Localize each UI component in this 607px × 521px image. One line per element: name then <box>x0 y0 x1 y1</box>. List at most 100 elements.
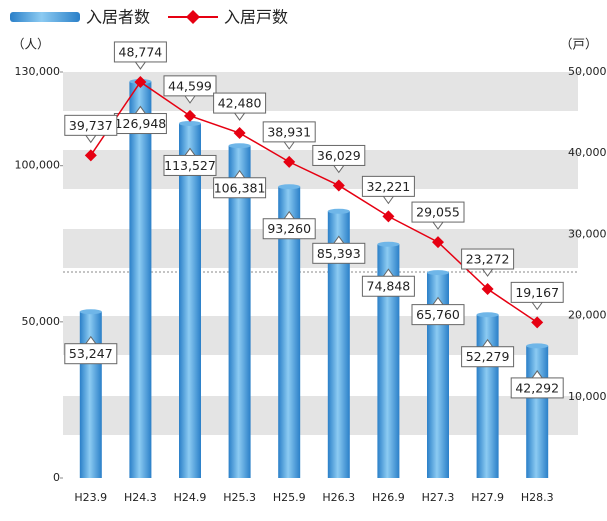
callout-box <box>361 175 415 197</box>
callout-box <box>411 201 465 223</box>
callout-box <box>312 242 366 264</box>
y2-tick-label: 10,000 <box>568 390 607 403</box>
value-label: 53,247 <box>69 346 113 361</box>
callout-box <box>113 41 167 63</box>
bar <box>278 186 301 478</box>
x-tick-label: H25.3 <box>223 491 256 504</box>
value-label: 38,931 <box>267 124 311 139</box>
callout-pointer <box>333 235 345 244</box>
callout-pointer <box>283 210 295 220</box>
bar <box>179 123 201 479</box>
marker <box>283 155 296 168</box>
callout-pointer <box>432 296 444 305</box>
y2-axis-label: （戸） <box>560 37 598 52</box>
y2-tick-label: 30,000 <box>568 227 607 240</box>
y2-tick-label: 50,000 <box>568 65 607 78</box>
bar <box>377 244 400 478</box>
x-tick-label: H23.9 <box>74 491 107 504</box>
callout-pointer <box>432 221 444 230</box>
legend-marker <box>186 10 200 24</box>
x-tick-label: H24.9 <box>174 491 207 504</box>
callout-box <box>510 281 564 303</box>
callout-pointer <box>85 335 97 344</box>
callout-box <box>213 177 267 199</box>
y-tick-label: 0 <box>53 471 60 484</box>
value-label: 52,279 <box>466 349 510 364</box>
value-label: 106,381 <box>214 180 266 195</box>
callout-pointer <box>85 135 97 144</box>
value-label: 113,527 <box>164 158 216 173</box>
legend-label: 入居者数 <box>86 8 150 27</box>
value-label: 39,737 <box>69 118 113 133</box>
x-tick-label: H26.9 <box>372 491 405 504</box>
bar <box>526 345 549 478</box>
callout-pointer <box>333 165 345 174</box>
marker <box>332 179 345 192</box>
callout-pointer <box>531 302 543 311</box>
bar-cap <box>327 208 350 214</box>
callout-pointer <box>234 112 246 121</box>
y2-tick-label: 40,000 <box>568 146 607 159</box>
callout-box <box>510 377 564 399</box>
marker <box>481 283 494 296</box>
y-tick-label: 50,000 <box>22 315 61 328</box>
value-label: 36,029 <box>317 148 361 163</box>
x-tick-label: H27.3 <box>422 491 455 504</box>
bar-cap <box>526 343 549 349</box>
marker <box>382 210 395 223</box>
value-label: 44,599 <box>168 78 212 93</box>
value-label: 93,260 <box>267 221 311 236</box>
y2-tick-label: 20,000 <box>568 309 607 322</box>
bar-cap <box>427 270 449 276</box>
callout-pointer <box>531 370 543 379</box>
value-label: 23,272 <box>466 252 510 267</box>
bar-cap <box>179 120 201 126</box>
bar-cap <box>476 312 499 318</box>
value-label: 42,292 <box>515 380 559 395</box>
callout-pointer <box>283 141 295 150</box>
marker <box>84 149 97 162</box>
marker <box>531 316 544 329</box>
value-label: 32,221 <box>367 179 411 194</box>
value-label: 74,848 <box>367 279 411 294</box>
bar <box>228 145 251 478</box>
callout-box <box>64 114 118 136</box>
callout-box <box>64 343 118 365</box>
callout-box <box>213 92 267 114</box>
callout-box <box>361 275 415 297</box>
value-label: 48,774 <box>119 44 163 59</box>
x-tick-label: H27.9 <box>471 491 504 504</box>
value-label: 126,948 <box>115 116 167 131</box>
bar-cap <box>377 241 400 247</box>
y-tick-label: 130,000 <box>15 65 61 78</box>
bar-cap <box>278 184 301 190</box>
marker <box>184 109 196 122</box>
callout-pointer <box>482 338 494 348</box>
value-label: 65,760 <box>416 307 460 322</box>
legend-label: 入居戸数 <box>224 8 288 27</box>
callout-box <box>461 346 515 368</box>
legend-swatch <box>10 12 80 22</box>
callout-pointer <box>184 95 196 104</box>
marker <box>134 75 147 88</box>
x-tick-label: H28.3 <box>521 491 554 504</box>
callout-pointer <box>382 268 394 277</box>
callout-box <box>262 121 316 143</box>
marker <box>432 236 444 249</box>
x-tick-label: H26.3 <box>322 491 355 504</box>
bar-cap <box>79 309 102 315</box>
callout-pointer <box>482 268 494 277</box>
bar <box>129 81 152 479</box>
y-tick-label: 100,000 <box>15 159 61 172</box>
callout-pointer <box>134 105 146 114</box>
callout-box <box>262 218 316 240</box>
marker <box>233 127 246 140</box>
x-tick-label: H25.9 <box>273 491 306 504</box>
callout-box <box>163 75 217 97</box>
bar <box>327 211 350 478</box>
callout-pointer <box>134 61 146 70</box>
value-label: 42,480 <box>218 96 262 111</box>
value-label: 85,393 <box>317 246 361 261</box>
callout-box <box>411 304 465 326</box>
